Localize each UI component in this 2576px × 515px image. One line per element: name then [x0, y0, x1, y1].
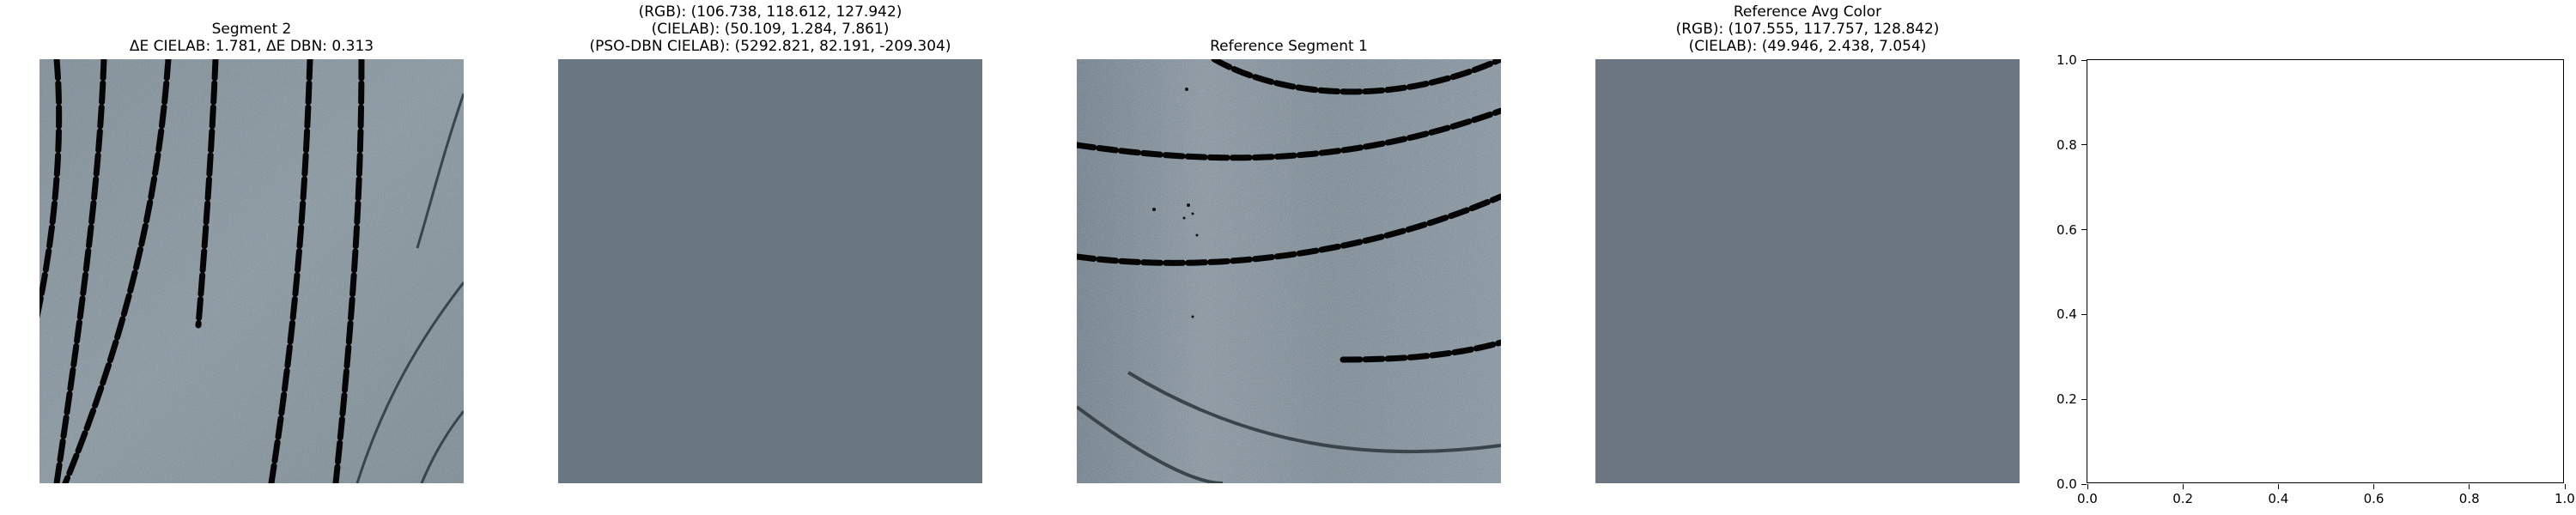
reference-segment-1-image [1077, 59, 1501, 483]
segment-2-title: Segment 2 ΔE CIELAB: 1.781, ΔE DBN: 0.31… [39, 21, 464, 55]
segment-pso-dbn-line: (PSO-DBN CIELAB): (5292.821, 82.191, -20… [589, 38, 951, 55]
y-tick-mark [2081, 59, 2087, 61]
x-tick-mark [2277, 484, 2279, 489]
reference-avg-color-title: Reference Avg Color (RGB): (107.555, 117… [1595, 3, 2020, 55]
y-tick-mark [2081, 398, 2087, 400]
segment-2-title-line: Segment 2 [211, 21, 292, 38]
x-tick-mark [2469, 484, 2470, 489]
y-tick-label: 0.2 [2057, 391, 2077, 408]
y-tick-label: 0.8 [2057, 136, 2077, 153]
x-tick-mark [2182, 484, 2184, 489]
reference-cielab-line: (CIELAB): (49.946, 2.438, 7.054) [1688, 38, 1927, 55]
y-tick-mark [2081, 483, 2087, 485]
x-tick-label: 0.4 [2268, 491, 2289, 506]
empty-axes: 0.0 0.2 0.4 0.6 0.8 1.0 0.0 0.2 0.4 0.6 0.8 1.0 [2057, 53, 2575, 506]
x-tick-label: 1.0 [2555, 491, 2575, 506]
y-tick-mark [2081, 229, 2087, 231]
y-tick-mark [2081, 144, 2087, 146]
segment-avg-color-swatch [558, 59, 982, 483]
y-tick-label: 0.4 [2057, 306, 2077, 323]
y-tick-label: 0.6 [2057, 221, 2077, 238]
segment-2-delta-line: ΔE CIELAB: 1.781, ΔE DBN: 0.313 [129, 38, 374, 55]
segment-2-image [39, 59, 464, 483]
segment-cielab-line: (CIELAB): (50.109, 1.284, 7.861) [651, 21, 890, 38]
reference-segment-1-title: Reference Segment 1 [1077, 38, 1501, 55]
y-tick-label: 0.0 [2057, 476, 2077, 492]
segment-avg-color-title: (RGB): (106.738, 118.612, 127.942) (CIEL… [558, 3, 982, 55]
x-tick-mark [2373, 484, 2375, 489]
reference-rgb-line: (RGB): (107.555, 117.757, 128.842) [1675, 21, 1940, 38]
x-tick-label: 0.2 [2172, 491, 2194, 506]
x-tick-mark [2087, 484, 2088, 489]
x-tick-label: 0.0 [2077, 491, 2098, 506]
segment-rgb-line: (RGB): (106.738, 118.612, 127.942) [638, 3, 902, 21]
reference-segment-title-line: Reference Segment 1 [1210, 38, 1368, 55]
reference-avg-title-line: Reference Avg Color [1733, 3, 1882, 21]
y-tick-label: 1.0 [2057, 52, 2077, 68]
x-tick-label: 0.6 [2363, 491, 2385, 506]
reference-avg-color-swatch [1595, 59, 2020, 483]
x-tick-label: 0.8 [2458, 491, 2480, 506]
y-tick-mark [2081, 313, 2087, 315]
x-tick-mark [2564, 484, 2566, 489]
